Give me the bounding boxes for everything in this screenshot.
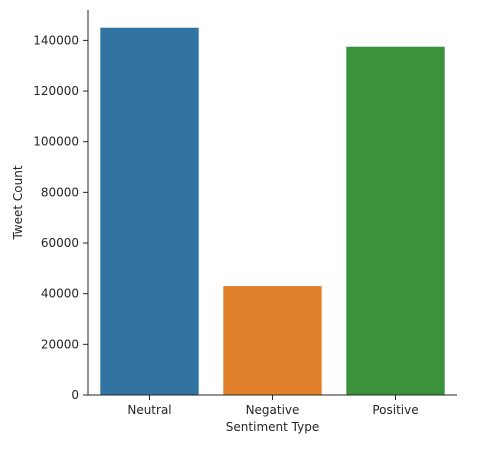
y-tick-label: 80000	[41, 185, 79, 199]
y-ticks: 0 20000 40000 60000 80000 100000 120000 140000	[33, 33, 88, 402]
x-axis-title: Sentiment Type	[226, 420, 319, 434]
y-tick-label: 100000	[33, 135, 79, 149]
y-tick-label: 140000	[33, 33, 79, 47]
y-tick-label: 60000	[41, 236, 79, 250]
x-tick-label: Positive	[372, 403, 418, 417]
bar-negative	[223, 286, 322, 395]
y-tick-label: 40000	[41, 287, 79, 301]
y-axis-title: Tweet Count	[11, 165, 25, 240]
x-ticks: Neutral Negative Positive	[127, 395, 419, 417]
y-tick-label: 0	[71, 388, 79, 402]
bar-positive	[346, 46, 445, 395]
bars-layer	[100, 27, 445, 396]
bar-neutral	[100, 27, 199, 396]
y-tick-label: 120000	[33, 84, 79, 98]
x-tick-label: Neutral	[127, 403, 171, 417]
x-tick-label: Negative	[246, 403, 300, 417]
y-tick-label: 20000	[41, 337, 79, 351]
